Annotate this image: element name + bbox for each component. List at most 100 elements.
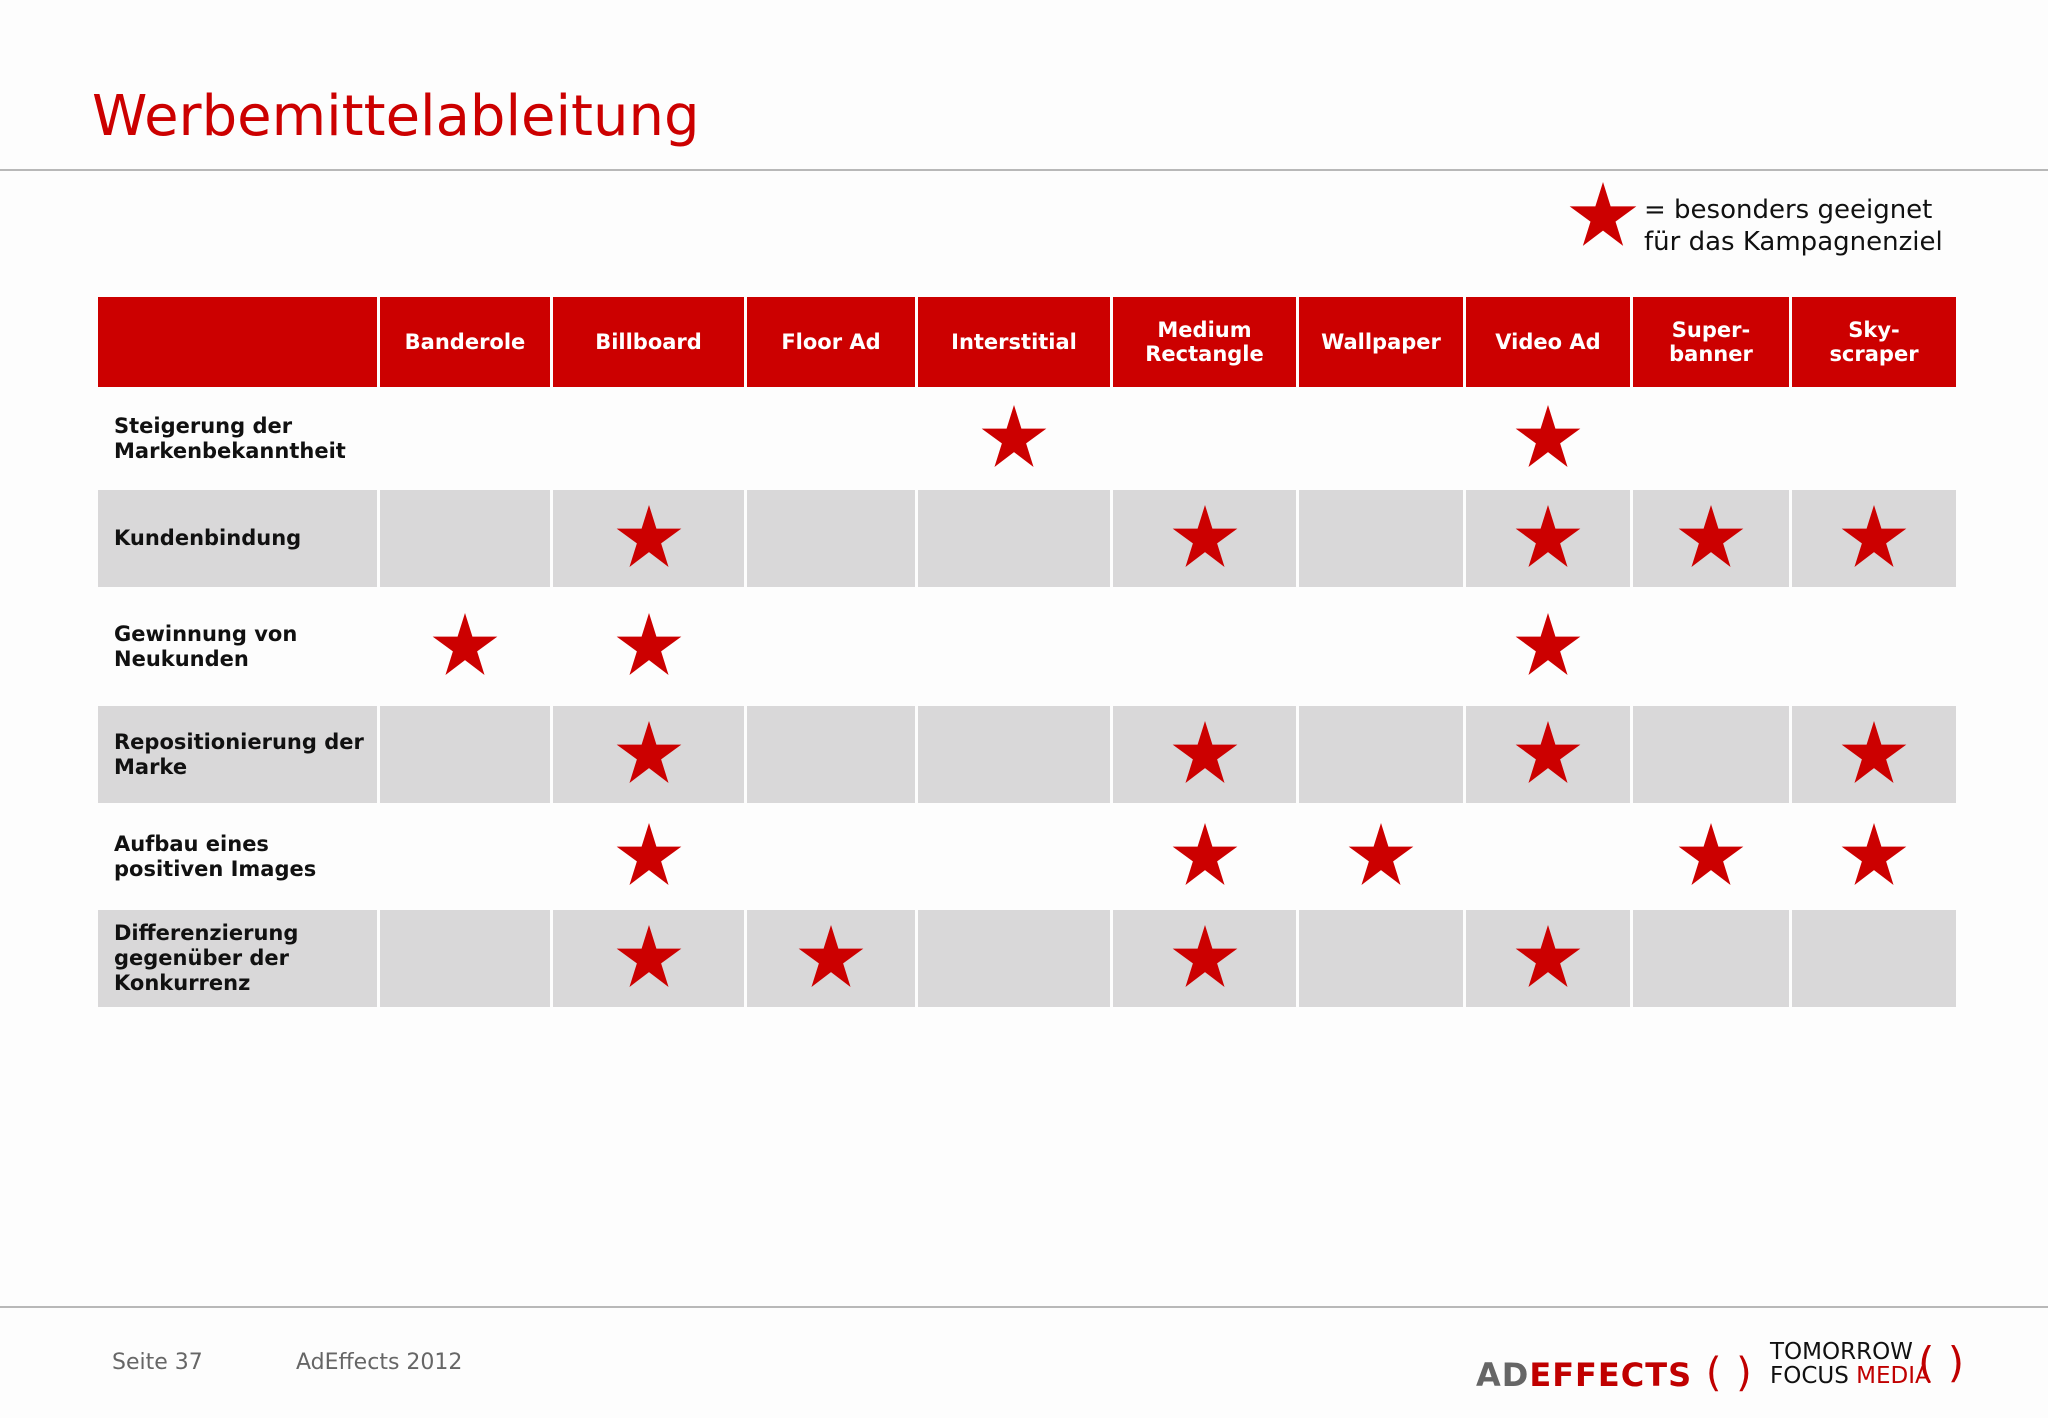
- matrix-cell: [1630, 907, 1792, 1010]
- star-icon: [797, 924, 865, 993]
- star-icon: [1171, 924, 1239, 993]
- tomorrow-focus-logo: TOMORROW FOCUS MEDIA: [1770, 1340, 1931, 1388]
- star-icon: [615, 504, 683, 573]
- matrix-cell: [550, 907, 747, 1010]
- legend: = besonders geeignet für das Kampagnenzi…: [1568, 182, 1943, 258]
- matrix-cell: [1789, 803, 1959, 910]
- star-icon: [1840, 822, 1908, 891]
- star-icon: [1840, 504, 1908, 573]
- logo-effects: EFFECTS: [1529, 1356, 1693, 1394]
- column-header: Interstitial: [915, 294, 1113, 390]
- star-icon: [1840, 720, 1908, 789]
- star-icon: [615, 822, 683, 891]
- matrix-cell: [1789, 907, 1959, 1010]
- logo-bracket-icon: ( ): [1918, 1338, 1965, 1387]
- column-header: Video Ad: [1463, 294, 1633, 390]
- logo-ad: AD: [1476, 1356, 1530, 1394]
- table-row: Kundenbindung: [95, 487, 1959, 590]
- matrix-cell: [744, 387, 918, 490]
- matrix-cell: [1630, 703, 1792, 806]
- star-icon: [615, 924, 683, 993]
- column-header: Sky-scraper: [1789, 294, 1959, 390]
- matrix-cell: [1630, 587, 1792, 706]
- matrix-cell: [377, 803, 553, 910]
- table-row: Gewinnung von Neukunden: [95, 587, 1959, 706]
- ad-format-matrix: Banderole Billboard Floor Ad Interstitial Me…: [95, 294, 1959, 1010]
- row-label: Aufbau eines positiven Images: [95, 803, 380, 910]
- star-icon: [1677, 504, 1745, 573]
- star-icon: [615, 612, 683, 681]
- header-row: Banderole Billboard Floor Ad Interstitial Me…: [95, 294, 1959, 390]
- matrix-cell: [1630, 487, 1792, 590]
- column-header: Banderole: [377, 294, 553, 390]
- matrix-cell: [744, 803, 918, 910]
- matrix-cell: [1296, 587, 1466, 706]
- star-icon: [1171, 720, 1239, 789]
- star-icon: [1677, 822, 1745, 891]
- matrix-cell: [1110, 487, 1299, 590]
- matrix-cell: [1296, 803, 1466, 910]
- logo-media: MEDIA: [1856, 1363, 1931, 1389]
- page-number: Seite 37: [112, 1350, 203, 1375]
- matrix-cell: [550, 487, 747, 590]
- star-icon: [1514, 720, 1582, 789]
- matrix-cell: [1789, 703, 1959, 806]
- matrix-cell: [1296, 703, 1466, 806]
- matrix-cell: [377, 487, 553, 590]
- source-text: AdEffects 2012: [296, 1350, 463, 1375]
- column-header: Billboard: [550, 294, 747, 390]
- star-icon: [615, 720, 683, 789]
- star-icon: [1514, 504, 1582, 573]
- matrix-cell: [915, 907, 1113, 1010]
- star-icon: [1569, 182, 1637, 246]
- column-header: Floor Ad: [744, 294, 918, 390]
- matrix-cell: [1296, 387, 1466, 490]
- matrix-cell: [1296, 907, 1466, 1010]
- matrix-cell: [1463, 803, 1633, 910]
- matrix-cell: [915, 703, 1113, 806]
- table-row: Repositionierung der Marke: [95, 703, 1959, 806]
- matrix-cell: [1789, 487, 1959, 590]
- matrix-cell: [744, 703, 918, 806]
- adeffects-logo: ADEFFECTS ( ): [1476, 1350, 1753, 1396]
- matrix-cell: [1110, 703, 1299, 806]
- row-label: Gewinnung von Neukunden: [95, 587, 380, 706]
- matrix-cell: [744, 907, 918, 1010]
- matrix-cell: [550, 803, 747, 910]
- column-header: Medium Rectangle: [1110, 294, 1299, 390]
- matrix-cell: [1789, 387, 1959, 490]
- row-label: Repositionierung der Marke: [95, 703, 380, 806]
- legend-line1: = besonders geeignet: [1644, 195, 1933, 225]
- matrix-cell: [1630, 387, 1792, 490]
- table-row: Differenzierung gegenüber der Konkurrenz: [95, 907, 1959, 1010]
- matrix-cell: [1110, 907, 1299, 1010]
- matrix-cell: [377, 387, 553, 490]
- header-corner: [95, 294, 380, 390]
- star-icon: [1171, 504, 1239, 573]
- matrix-cell: [1789, 587, 1959, 706]
- star-icon: [1514, 924, 1582, 993]
- row-label: Kundenbindung: [95, 487, 380, 590]
- star-icon: [1514, 612, 1582, 681]
- matrix-cell: [744, 487, 918, 590]
- column-header: Wallpaper: [1296, 294, 1466, 390]
- matrix-cell: [1463, 587, 1633, 706]
- matrix-cell: [1463, 907, 1633, 1010]
- row-label: Steigerung der Markenbekanntheit: [95, 387, 380, 490]
- matrix-cell: [550, 703, 747, 806]
- star-icon: [980, 404, 1048, 473]
- matrix-cell: [377, 907, 553, 1010]
- matrix-cell: [915, 803, 1113, 910]
- star-icon: [1514, 404, 1582, 473]
- star-icon: [1171, 822, 1239, 891]
- matrix-cell: [915, 487, 1113, 590]
- matrix-cell: [915, 587, 1113, 706]
- header-divider: [0, 169, 2048, 171]
- star-icon: [1347, 822, 1415, 891]
- matrix-cell: [377, 703, 553, 806]
- row-label: Differenzierung gegenüber der Konkurrenz: [95, 907, 380, 1010]
- matrix-cell: [1110, 587, 1299, 706]
- matrix-cell: [915, 387, 1113, 490]
- star-icon: [431, 612, 499, 681]
- matrix-cell: [377, 587, 553, 706]
